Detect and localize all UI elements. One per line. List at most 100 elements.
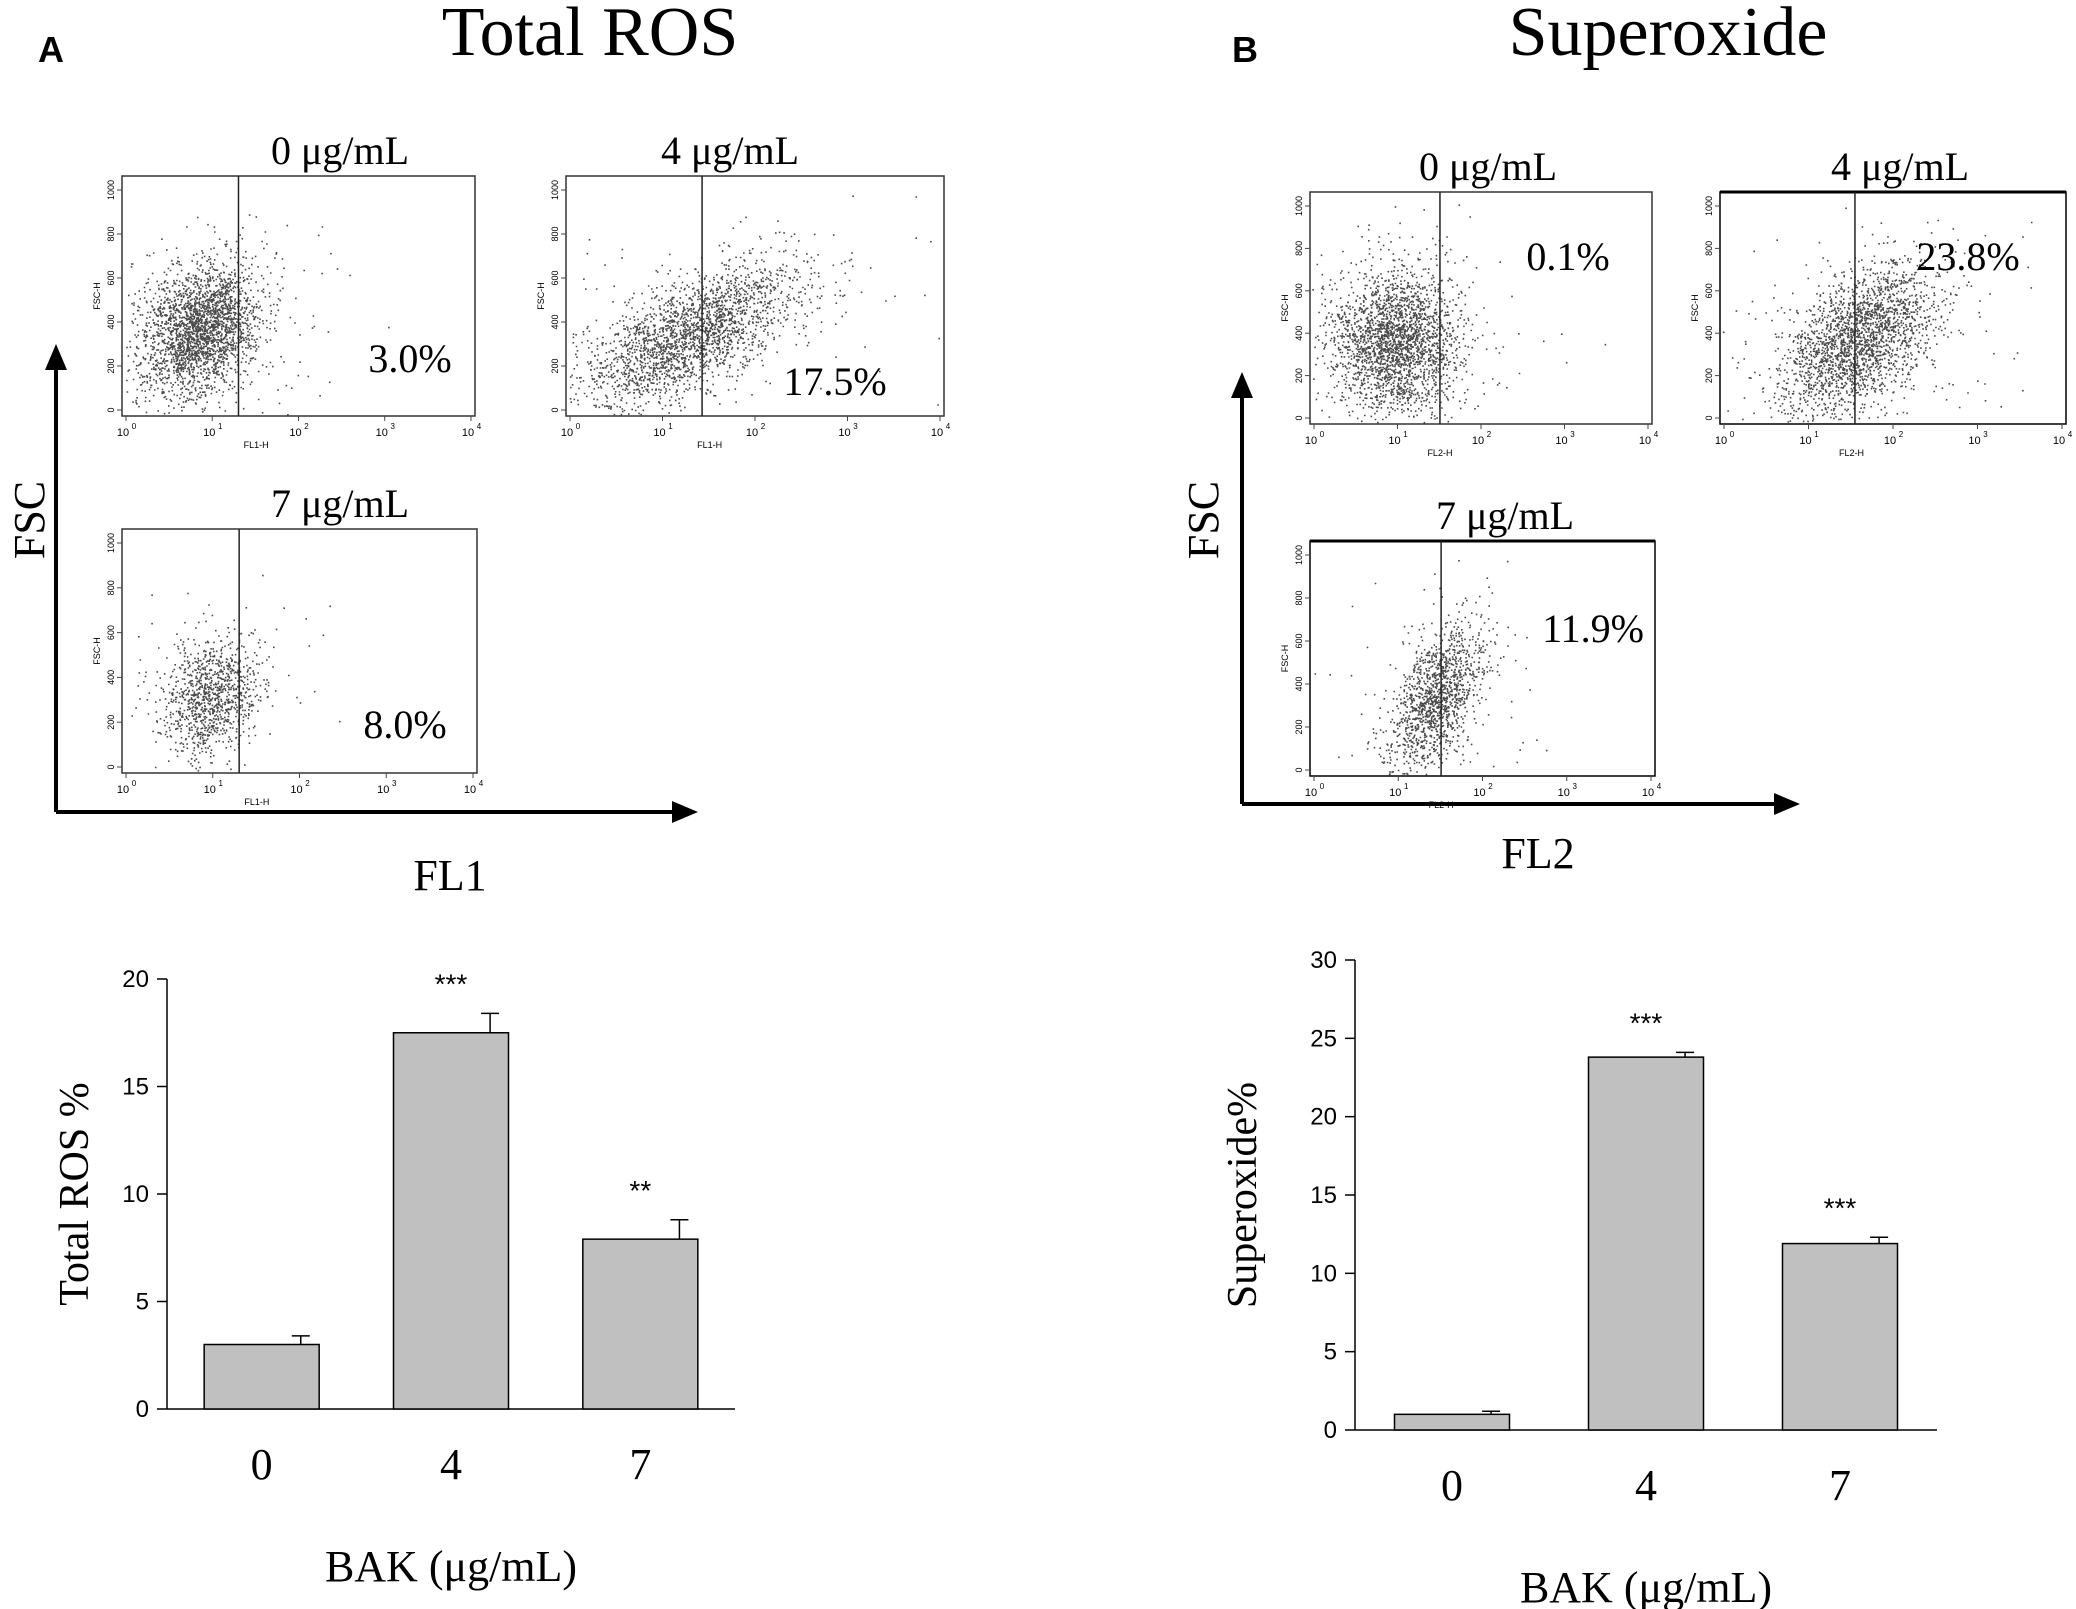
fl-arrow: [672, 801, 698, 823]
big-y-label: FSC: [5, 481, 54, 559]
y-tick-label: 800: [106, 580, 116, 595]
x-tick-label: 10: [462, 427, 474, 439]
percent-label: 0.1%: [1526, 234, 1609, 279]
category-label: 7: [629, 1440, 651, 1489]
concentration-label: 7 μg/mL: [1436, 493, 1574, 538]
significance-marker: **: [629, 1175, 651, 1206]
x-tick-exponent: 3: [1570, 430, 1575, 439]
bar-y-tick-label: 10: [1310, 1260, 1337, 1287]
x-tick-exponent: 4: [946, 422, 951, 431]
y-tick-label: 400: [106, 670, 116, 685]
bar-x-axis-label: BAK (μg/mL): [325, 1542, 577, 1591]
bar-x-axis-label: BAK (μg/mL): [1520, 1563, 1772, 1609]
y-tick-label: 600: [1704, 283, 1714, 298]
bar: [203, 1343, 320, 1410]
panel-title: Superoxide: [1509, 0, 1828, 71]
y-tick-label: 0: [1704, 415, 1714, 420]
y-axis-label: FSC-H: [1280, 645, 1290, 673]
plot-frame: [1309, 540, 1656, 777]
percent-label: 17.5%: [783, 359, 886, 404]
y-tick-label: 0: [106, 407, 116, 412]
panel-a: A Total ROSFSCFL102004006008001000FSC-H10…: [5, 0, 951, 1591]
x-tick-label: 10: [746, 427, 758, 439]
x-tick-label: 10: [653, 427, 665, 439]
event-dots: [126, 214, 390, 416]
concentration-label: 4 μg/mL: [1831, 144, 1969, 189]
x-tick-label: 10: [204, 784, 216, 796]
fsc-arrow: [45, 344, 67, 370]
bar-y-tick-label: 10: [122, 1181, 149, 1208]
y-tick-label: 200: [1704, 368, 1714, 383]
x-tick-label: 10: [838, 427, 850, 439]
event-dots: [1314, 560, 1548, 776]
x-tick-exponent: 3: [853, 422, 858, 431]
x-tick-label: 10: [1799, 435, 1811, 447]
x-tick-label: 10: [2053, 435, 2065, 447]
x-axis-label: FL1-H: [697, 440, 722, 450]
category-label: 4: [1635, 1461, 1657, 1510]
x-tick-label: 10: [1558, 787, 1570, 799]
y-axis-label: FSC-H: [1690, 294, 1700, 322]
y-tick-label: 1000: [106, 180, 116, 200]
x-tick-exponent: 0: [132, 422, 137, 431]
x-tick-exponent: 0: [132, 779, 137, 788]
big-x-label: FL2: [1501, 829, 1574, 878]
bar-y-axis-label: Total ROS %: [52, 1082, 98, 1305]
big-x-label: FL1: [413, 851, 486, 900]
x-tick-exponent: 0: [576, 422, 581, 431]
y-tick-label: 1000: [106, 533, 116, 553]
x-tick-exponent: 0: [1320, 782, 1325, 791]
x-tick-exponent: 3: [391, 422, 396, 431]
y-axis-label: FSC-H: [92, 637, 102, 665]
x-tick-exponent: 1: [1404, 782, 1409, 791]
x-tick-label: 10: [1305, 787, 1317, 799]
percent-label: 8.0%: [363, 702, 446, 747]
x-tick-label: 10: [1555, 435, 1567, 447]
y-tick-label: 200: [1294, 719, 1304, 734]
event-dots: [131, 574, 341, 772]
percent-label: 23.8%: [1916, 234, 2019, 279]
bar-y-tick-label: 5: [136, 1289, 149, 1316]
bar-y-tick-label: 15: [122, 1074, 149, 1101]
bar: [1587, 1056, 1705, 1431]
x-tick-exponent: 3: [1573, 782, 1578, 791]
x-tick-exponent: 1: [1403, 430, 1408, 439]
y-tick-label: 800: [1294, 241, 1304, 256]
x-tick-label: 10: [117, 784, 129, 796]
x-tick-exponent: 3: [1983, 430, 1988, 439]
x-axis-label: FL1-H: [244, 440, 269, 450]
x-tick-label: 10: [376, 427, 388, 439]
bar-y-tick-label: 25: [1310, 1025, 1337, 1052]
bar-y-axis-label: Superoxide%: [1220, 1082, 1266, 1308]
x-tick-label: 10: [203, 427, 215, 439]
panel-b: B SuperoxideFSCFL202004006008001000FSC-H1…: [1179, 0, 2073, 1609]
concentration-label: 0 μg/mL: [1419, 144, 1557, 189]
category-label: 0: [1441, 1461, 1463, 1510]
y-tick-label: 1000: [1294, 196, 1304, 216]
y-tick-label: 600: [106, 625, 116, 640]
x-tick-label: 10: [931, 427, 943, 439]
x-tick-label: 10: [1715, 435, 1727, 447]
bar-y-tick-label: 5: [1324, 1339, 1337, 1366]
x-axis-label: FL2-H: [1839, 448, 1864, 458]
x-tick-label: 10: [1389, 787, 1401, 799]
concentration-label: 0 μg/mL: [271, 128, 409, 173]
y-tick-label: 200: [106, 358, 116, 373]
percent-label: 3.0%: [368, 336, 451, 381]
y-tick-label: 800: [1294, 590, 1304, 605]
x-tick-label: 10: [289, 427, 301, 439]
x-tick-exponent: 4: [477, 422, 482, 431]
x-tick-label: 10: [1642, 787, 1654, 799]
x-tick-label: 10: [1472, 435, 1484, 447]
bar-y-tick-label: 30: [1310, 947, 1337, 974]
y-tick-label: 400: [106, 314, 116, 329]
y-tick-label: 200: [550, 358, 560, 373]
fl-arrow: [1774, 793, 1800, 815]
x-tick-exponent: 2: [305, 779, 310, 788]
x-tick-exponent: 1: [219, 779, 224, 788]
percent-label: 11.9%: [1542, 606, 1644, 651]
y-tick-label: 600: [1294, 283, 1304, 298]
x-tick-exponent: 3: [392, 779, 397, 788]
y-tick-label: 400: [550, 314, 560, 329]
